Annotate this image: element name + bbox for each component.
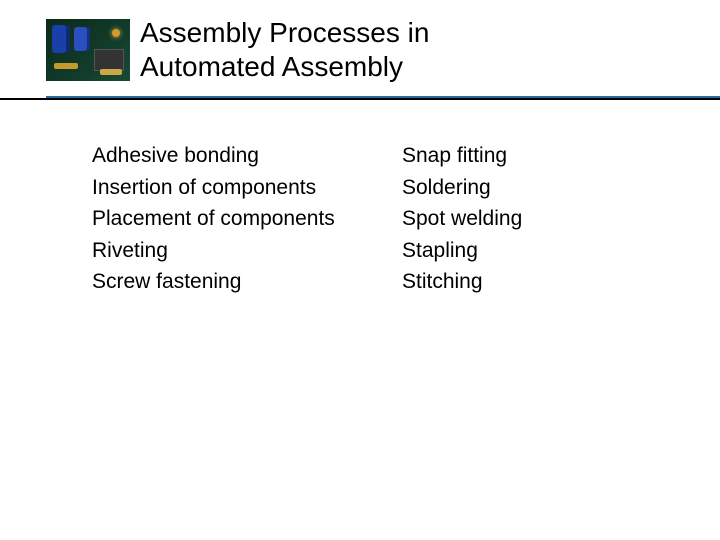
list-item: Spot welding bbox=[402, 203, 662, 235]
circuit-board-thumbnail bbox=[46, 19, 130, 81]
slide-title: Assembly Processes in Automated Assembly bbox=[140, 16, 429, 83]
list-item: Stapling bbox=[402, 235, 662, 267]
list-item: Adhesive bonding bbox=[92, 140, 402, 172]
left-column: Adhesive bonding Insertion of components… bbox=[92, 140, 402, 298]
list-item: Screw fastening bbox=[92, 266, 402, 298]
slide-title-line1: Assembly Processes in bbox=[140, 16, 429, 50]
list-item: Placement of components bbox=[92, 203, 402, 235]
slide: Assembly Processes in Automated Assembly… bbox=[0, 0, 720, 540]
underline-black bbox=[0, 98, 720, 100]
list-item: Snap fitting bbox=[402, 140, 662, 172]
list-item: Insertion of components bbox=[92, 172, 402, 204]
slide-title-line2: Automated Assembly bbox=[140, 50, 429, 84]
slide-body: Adhesive bonding Insertion of components… bbox=[92, 140, 680, 298]
list-item: Soldering bbox=[402, 172, 662, 204]
right-column: Snap fitting Soldering Spot welding Stap… bbox=[402, 140, 662, 298]
list-item: Stitching bbox=[402, 266, 662, 298]
title-underline bbox=[0, 96, 720, 100]
slide-header: Assembly Processes in Automated Assembly bbox=[0, 16, 720, 83]
list-item: Riveting bbox=[92, 235, 402, 267]
